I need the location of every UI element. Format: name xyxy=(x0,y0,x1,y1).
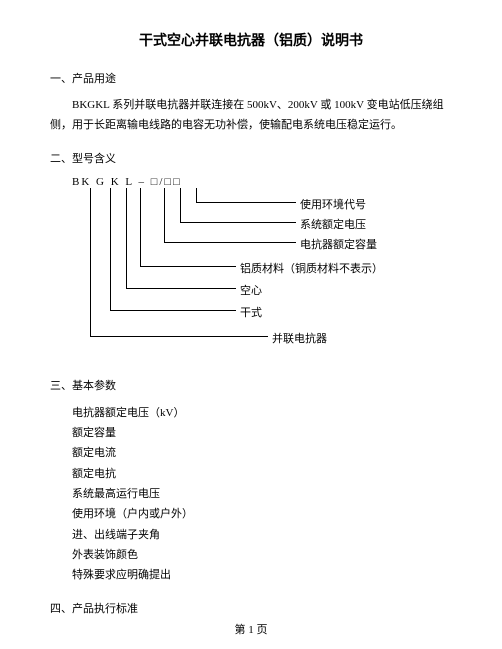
diagram-line xyxy=(180,188,181,222)
diagram-label: 使用环境代号 xyxy=(300,196,366,212)
param-item: 额定电抗 xyxy=(72,464,452,484)
diagram-label: 铝质材料（铜质材料不表示） xyxy=(240,260,383,276)
page-title: 干式空心并联电抗器（铝质）说明书 xyxy=(50,30,452,50)
diagram-line xyxy=(196,202,296,203)
section2-heading: 二、型号含义 xyxy=(50,150,452,166)
diagram-line xyxy=(126,288,236,289)
param-item: 电抗器额定电压（kV） xyxy=(72,403,452,423)
page-footer: 第 1 页 xyxy=(0,621,502,637)
diagram-line xyxy=(196,188,197,202)
param-item: 额定容量 xyxy=(72,423,452,443)
param-item: 使用环境（户内或户外） xyxy=(72,504,452,524)
param-list: 电抗器额定电压（kV） 额定容量 额定电流 额定电抗 系统最高运行电压 使用环境… xyxy=(72,403,452,586)
section4-heading: 四、产品执行标准 xyxy=(50,600,452,616)
diagram-line xyxy=(164,242,296,243)
section1-paragraph: BKGKL 系列并联电抗器并联连接在 500kV、200kV 或 100kV 变… xyxy=(50,96,452,136)
diagram-line xyxy=(110,188,111,310)
diagram-line xyxy=(140,188,141,266)
diagram-line xyxy=(180,222,296,223)
diagram-line xyxy=(90,188,91,336)
model-diagram: 使用环境代号 系统额定电压 电抗器额定容量 铝质材料（铜质材料不表示） 空心 干… xyxy=(82,188,442,363)
param-item: 进、出线端子夹角 xyxy=(72,525,452,545)
diagram-line xyxy=(90,336,268,337)
diagram-label: 干式 xyxy=(240,304,262,320)
section3-heading: 三、基本参数 xyxy=(50,377,452,393)
diagram-line xyxy=(164,188,165,242)
diagram-line xyxy=(110,310,236,311)
diagram-label: 电抗器额定容量 xyxy=(300,236,377,252)
diagram-label: 空心 xyxy=(240,282,262,298)
model-code: BK G K L – □/□□ xyxy=(72,176,452,188)
param-item: 外表装饰颜色 xyxy=(72,545,452,565)
section1-heading: 一、产品用途 xyxy=(50,70,452,86)
param-item: 系统最高运行电压 xyxy=(72,484,452,504)
param-item: 特殊要求应明确提出 xyxy=(72,565,452,585)
param-item: 额定电流 xyxy=(72,443,452,463)
diagram-line xyxy=(126,188,127,288)
diagram-line xyxy=(140,266,236,267)
diagram-label: 系统额定电压 xyxy=(300,216,366,232)
diagram-label: 并联电抗器 xyxy=(272,330,327,346)
